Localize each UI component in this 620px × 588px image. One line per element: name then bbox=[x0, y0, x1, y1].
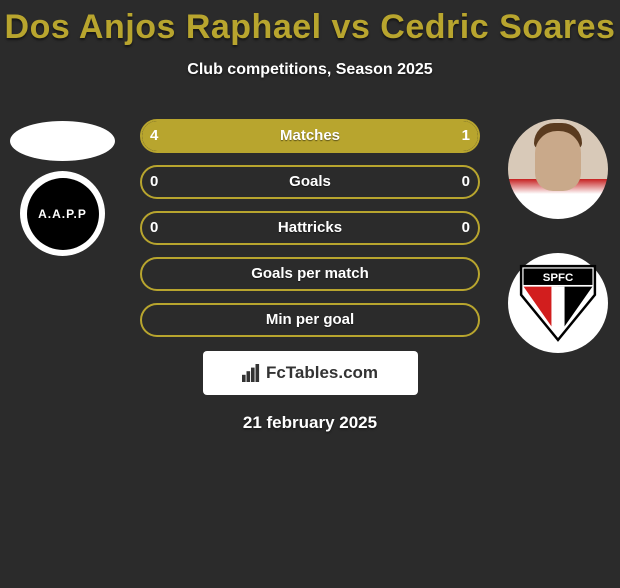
comparison-panel: A.A.P.P SPFC 41Matches 00Goals 00Hattricks… bbox=[0, 119, 620, 337]
player-right-club-logo: SPFC bbox=[508, 253, 608, 353]
club-logo-text: A.A.P.P bbox=[38, 207, 87, 221]
stat-row: 00Hattricks bbox=[140, 211, 480, 245]
stat-row: Goals per match bbox=[140, 257, 480, 291]
spfc-shield-icon: SPFC bbox=[517, 262, 599, 344]
footer-date: 21 february 2025 bbox=[0, 413, 620, 433]
club-logo-inner: A.A.P.P bbox=[27, 178, 99, 250]
stat-row: 41Matches bbox=[140, 119, 480, 153]
stat-bars: 41Matches 00Goals 00Hattricks Goals per mat… bbox=[140, 119, 480, 337]
page-subtitle: Club competitions, Season 2025 bbox=[0, 61, 620, 79]
footer-brand-badge[interactable]: FcTables.com bbox=[203, 351, 418, 395]
bar-chart-icon bbox=[242, 364, 260, 382]
avatar-face bbox=[535, 131, 581, 191]
player-left-avatar bbox=[10, 121, 115, 161]
stat-label: Matches bbox=[140, 119, 480, 153]
player-right-avatar bbox=[508, 119, 608, 219]
stat-label: Min per goal bbox=[140, 303, 480, 337]
page-title: Dos Anjos Raphael vs Cedric Soares bbox=[0, 8, 620, 47]
stat-label: Goals bbox=[140, 165, 480, 199]
stat-row: 00Goals bbox=[140, 165, 480, 199]
stat-label: Goals per match bbox=[140, 257, 480, 291]
spfc-text: SPFC bbox=[543, 272, 574, 284]
player-left-club-logo: A.A.P.P bbox=[20, 171, 105, 256]
footer-brand-text: FcTables.com bbox=[266, 363, 378, 383]
stat-label: Hattricks bbox=[140, 211, 480, 245]
stat-row: Min per goal bbox=[140, 303, 480, 337]
